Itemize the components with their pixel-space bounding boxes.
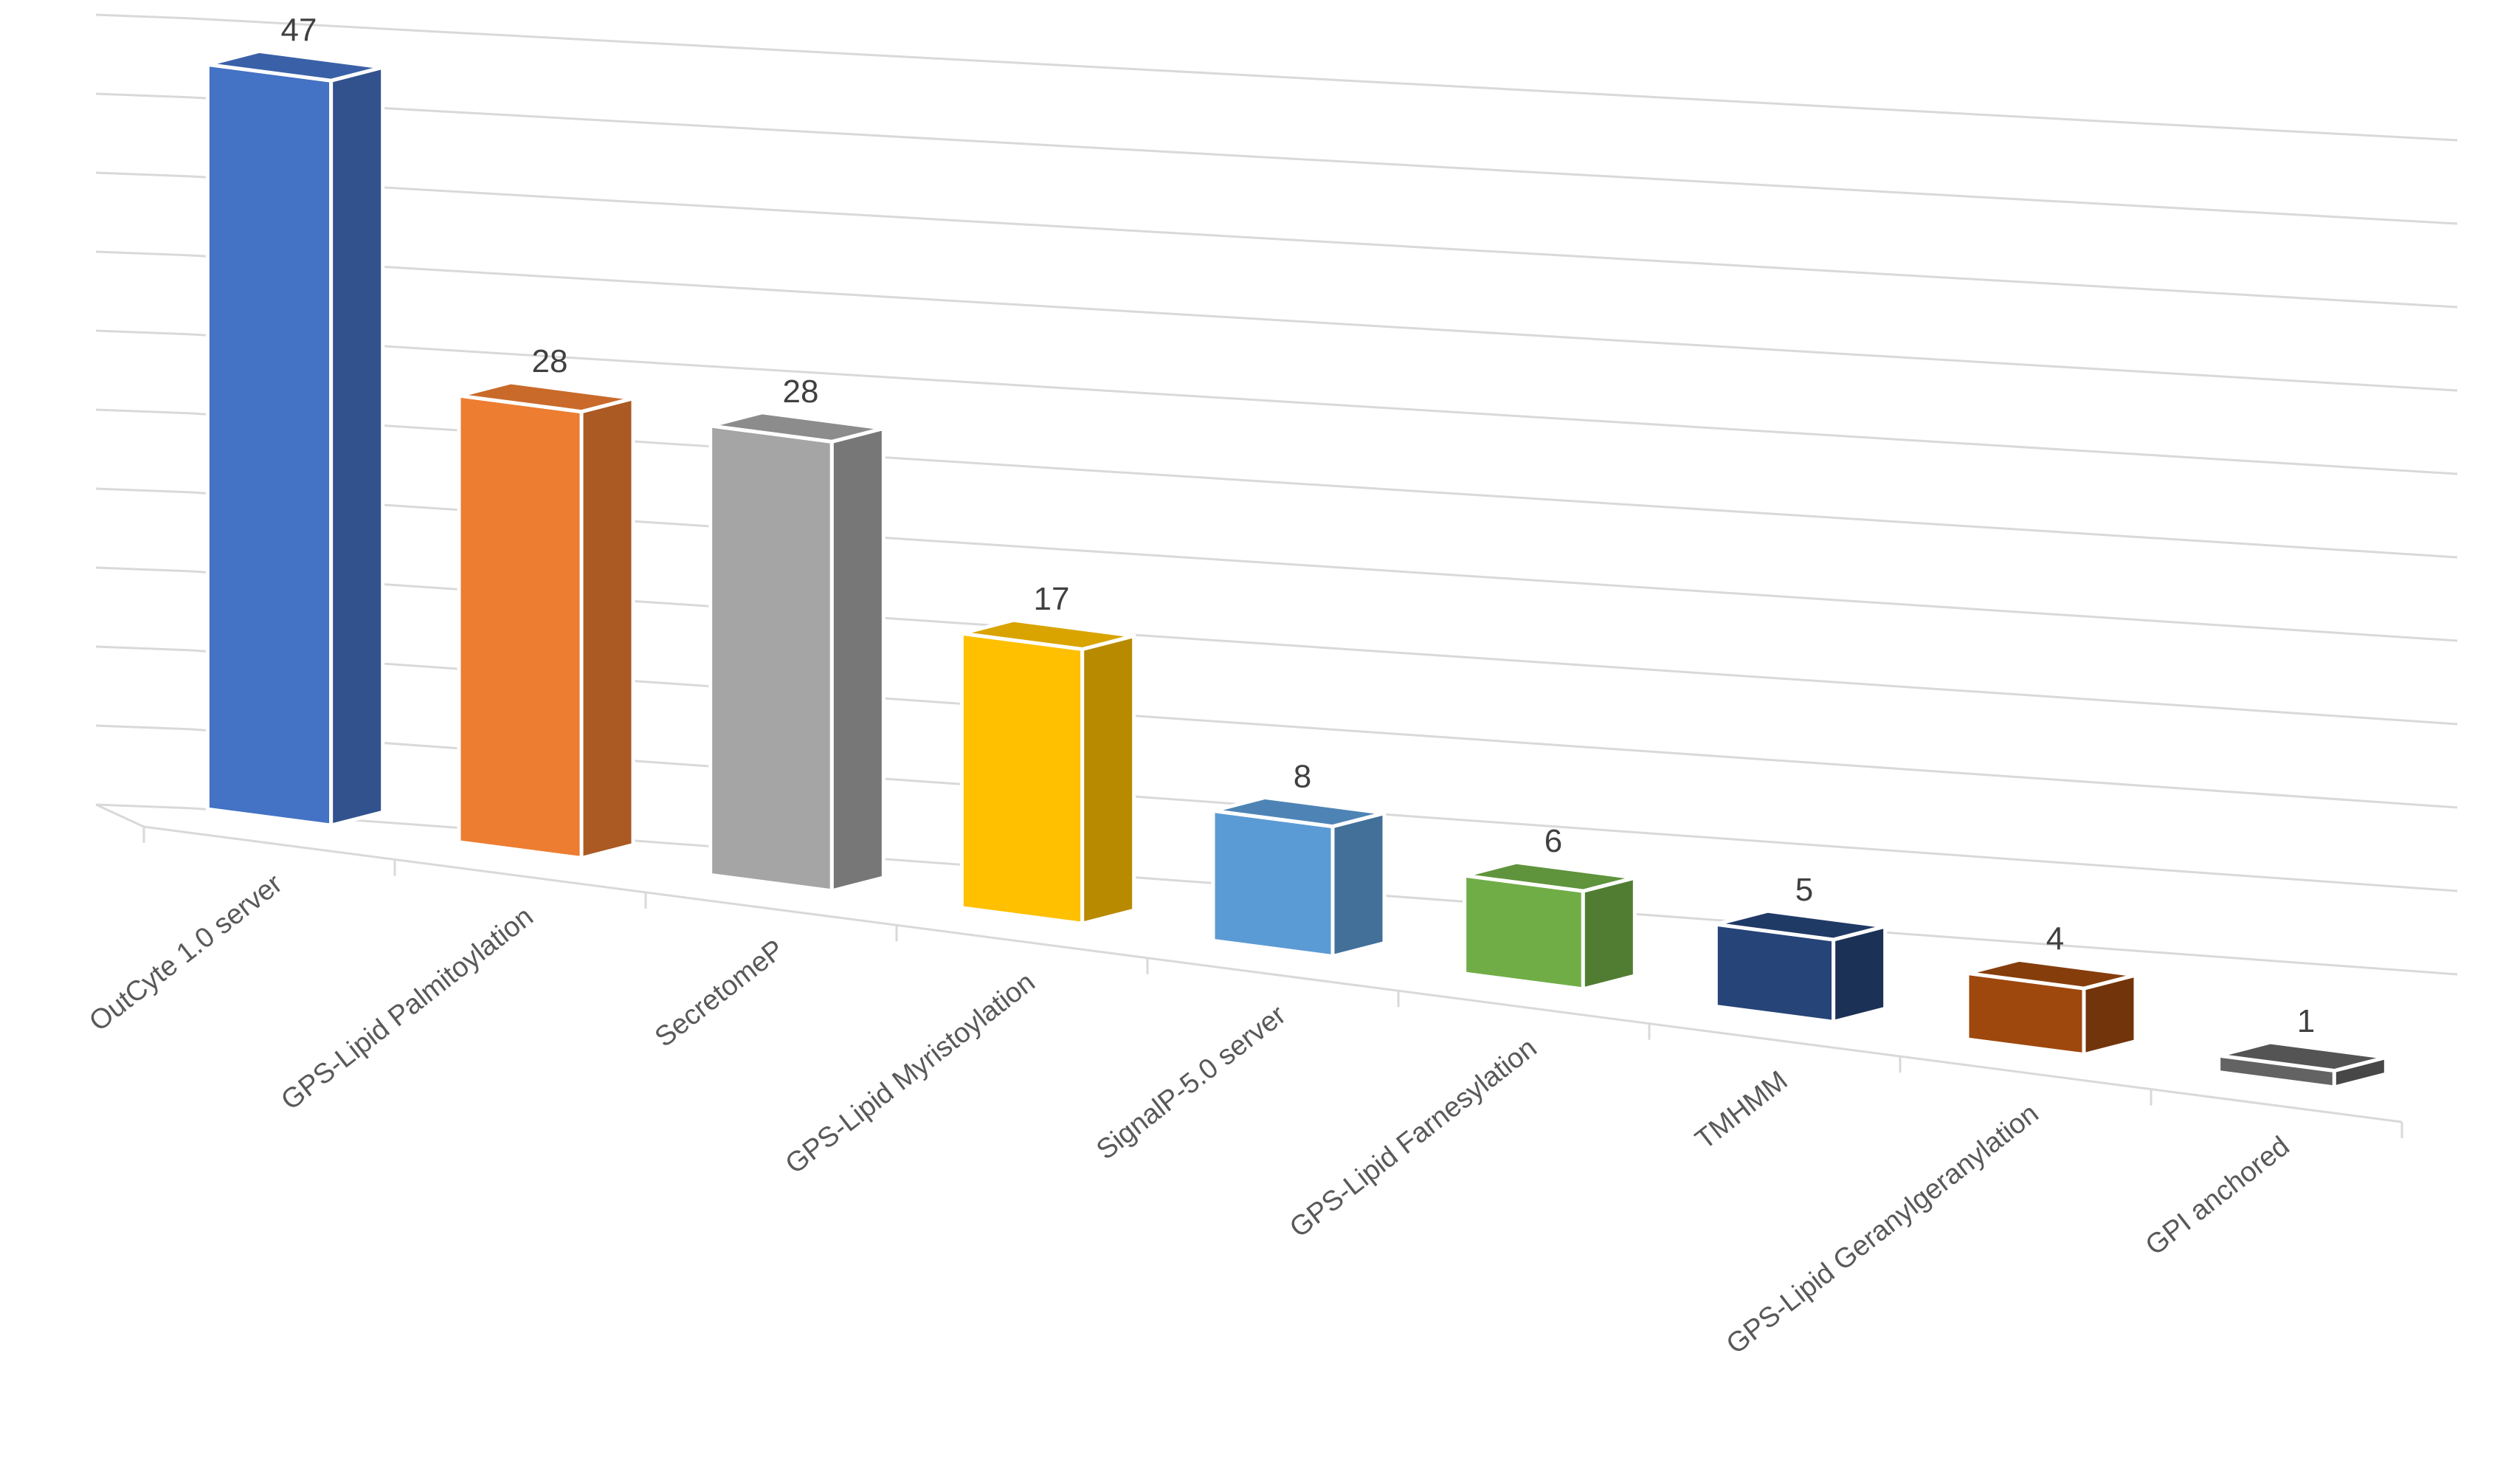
bars: [205, 49, 2388, 1090]
bar-top-5: [1464, 860, 1635, 893]
bar-side-6: [1832, 923, 1888, 1025]
category-label-3: GPS-Lipid Myristoylation: [780, 967, 1041, 1180]
gridline-left-4: [95, 487, 193, 494]
bar-top-1: [458, 380, 634, 414]
gridline-left-0: [95, 803, 193, 810]
category-label-4: SignalP-5.0 server: [1091, 999, 1291, 1166]
bar-top-0: [207, 49, 384, 83]
category-label-7: GPS-Lipid Geranylgeranylation: [1721, 1098, 2045, 1360]
category-label-5: GPS-Lipid Farnesylation: [1284, 1032, 1542, 1244]
bar-4: [1211, 795, 1387, 959]
data-label-1: 28: [532, 343, 568, 379]
bar-3: [959, 618, 1136, 926]
gridline-left-3: [95, 566, 193, 573]
bar-side-1: [579, 396, 635, 861]
gridline-left-1: [95, 724, 193, 731]
bar-side-0: [329, 65, 385, 828]
category-label-8: GPI anchored: [2140, 1131, 2296, 1262]
gridline-8: [191, 175, 2458, 309]
gridline-9: [191, 96, 2458, 225]
bar-top-8: [2218, 1040, 2386, 1073]
bar-2: [708, 410, 886, 894]
bar-front-3: [959, 631, 1085, 926]
data-labels: 47 28 28 17 8 6 5 4 1: [281, 12, 2316, 1039]
bar-side-4: [1330, 810, 1387, 959]
gridline-left-2: [95, 645, 193, 652]
gridline-left-5: [95, 408, 193, 415]
bar-side-5: [1581, 875, 1637, 992]
gridline-6: [191, 333, 2458, 475]
x-axis-line: [143, 825, 2403, 1123]
bar-top-2: [710, 410, 884, 444]
gridline-left-6: [95, 329, 193, 336]
bar-front-1: [457, 393, 584, 861]
bar-front-0: [205, 62, 334, 828]
bar-7: [1965, 957, 2138, 1057]
bar-front-5: [1463, 873, 1585, 991]
category-label-2: SecretomeP: [649, 934, 790, 1053]
bar-top-3: [961, 618, 1135, 652]
data-label-8: 1: [2297, 1003, 2315, 1039]
data-label-6: 5: [1795, 872, 1813, 908]
gridline-left-10: [95, 13, 193, 20]
gridline-left-9: [95, 92, 193, 99]
data-label-7: 4: [2046, 920, 2064, 957]
bar-top-7: [1967, 957, 2136, 991]
x-axis: [95, 803, 2403, 1138]
gridline-10: [191, 17, 2458, 142]
bar-front-2: [708, 423, 834, 893]
bar-1: [457, 380, 635, 861]
bar-side-3: [1080, 633, 1136, 926]
bar-top-4: [1212, 795, 1385, 829]
bar-top-6: [1715, 909, 1886, 942]
bar-8: [2217, 1040, 2388, 1090]
gridline-7: [191, 254, 2458, 392]
gridline-left-7: [95, 250, 193, 257]
bar-5: [1463, 860, 1637, 992]
x-axis-depth-line: [95, 803, 145, 828]
bar-front-4: [1211, 808, 1335, 959]
data-label-3: 17: [1034, 581, 1070, 617]
data-label-5: 6: [1544, 823, 1562, 859]
category-label-0: OutCyte 1.0 server: [83, 868, 288, 1038]
data-label-2: 28: [783, 374, 819, 410]
gridline-left-8: [95, 171, 193, 178]
bar-0: [205, 49, 385, 828]
category-label-6: TMHMM: [1690, 1065, 1794, 1156]
bar-6: [1713, 909, 1888, 1025]
data-label-4: 8: [1294, 758, 1311, 794]
data-label-0: 47: [281, 12, 317, 48]
bar-side-2: [829, 426, 886, 894]
category-label-1: GPS-Lipid Palmitoylation: [275, 901, 539, 1117]
